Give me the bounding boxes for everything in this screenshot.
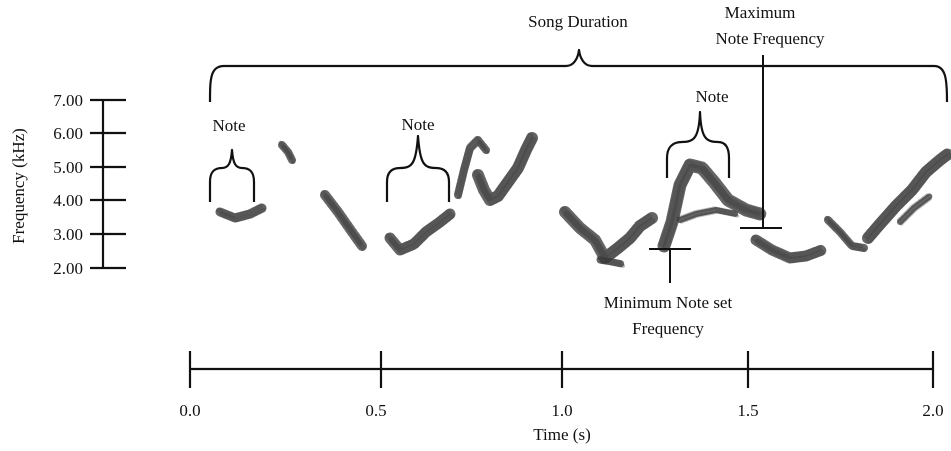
spectrogram-stroke <box>215 203 267 223</box>
spectrogram-stroke <box>661 163 766 252</box>
x-axis: 0.0 0.5 1.0 1.5 2.0 Time (s) <box>179 351 944 444</box>
note-label: Note <box>401 115 434 134</box>
spectrogram-stroke <box>657 158 767 253</box>
y-tick-label: 4.00 <box>53 191 83 210</box>
spectrogram-stroke <box>754 238 827 264</box>
min-note-frequency-label-line2: Frequency <box>632 319 704 338</box>
spectrogram-stroke <box>454 136 490 199</box>
spectrogram-stroke <box>559 206 658 264</box>
spectrogram-stroke <box>388 212 455 256</box>
spectrogram-stroke <box>323 194 367 251</box>
spectrogram-stroke <box>472 132 538 206</box>
spectrogram-stroke <box>384 208 456 256</box>
spectrogram-stroke <box>750 234 828 264</box>
y-axis-label: Frequency (kHz) <box>9 128 28 244</box>
spectrogram-stroke <box>824 216 868 252</box>
max-note-frequency-marker: Maximum Note Frequency <box>715 3 825 229</box>
spectrogram-stroke <box>278 141 296 164</box>
spectrogram-stroke <box>563 210 657 264</box>
x-tick-label: 1.0 <box>551 401 572 420</box>
x-tick-label: 0.0 <box>179 401 200 420</box>
spectrogram-stroke <box>866 152 951 244</box>
x-tick-label: 2.0 <box>922 401 943 420</box>
note-brace-2: Note <box>385 115 451 202</box>
spectrogram-stroke <box>457 139 490 200</box>
spectrogram-stroke <box>596 256 626 268</box>
y-tick-label: 2.00 <box>53 259 83 278</box>
x-axis-label: Time (s) <box>533 425 590 444</box>
min-note-frequency-label-line1: Minimum Note set <box>604 293 733 312</box>
y-tick-label: 7.00 <box>53 91 83 110</box>
note-brace-1: Note <box>208 116 256 202</box>
max-note-frequency-label-line1: Maximum <box>725 3 796 22</box>
note-label: Note <box>212 116 245 135</box>
song-duration-brace: Song Duration <box>208 12 949 103</box>
y-tick-label: 3.00 <box>53 225 83 244</box>
spectrogram-stroke <box>281 144 296 165</box>
spectrogram-stroke <box>599 260 626 268</box>
spectrogram-stroke <box>476 136 537 206</box>
spectrogram-stroke <box>219 207 266 223</box>
spectrogram-stroke <box>320 190 367 251</box>
spectrogram-stroke <box>899 196 934 226</box>
spectrogram-stroke <box>862 148 951 244</box>
spectrogram-stroke <box>679 210 740 224</box>
spectrogram-traces <box>215 132 951 268</box>
y-tick-label: 6.00 <box>53 124 83 143</box>
x-tick-label: 0.5 <box>365 401 386 420</box>
note-brace-3: Note <box>665 87 731 178</box>
max-note-frequency-label-line2: Note Frequency <box>715 29 825 48</box>
min-note-frequency-marker: Minimum Note set Frequency <box>604 248 733 338</box>
song-duration-label: Song Duration <box>528 12 628 31</box>
spectrogram-stroke <box>827 219 868 253</box>
note-label: Note <box>695 87 728 106</box>
spectrogram-stroke <box>897 193 933 225</box>
x-tick-label: 1.5 <box>737 401 758 420</box>
y-tick-label: 5.00 <box>53 158 83 177</box>
y-axis: 7.00 6.00 5.00 4.00 3.00 2.00 Frequency … <box>9 91 126 278</box>
spectrogram-stroke <box>677 207 739 223</box>
